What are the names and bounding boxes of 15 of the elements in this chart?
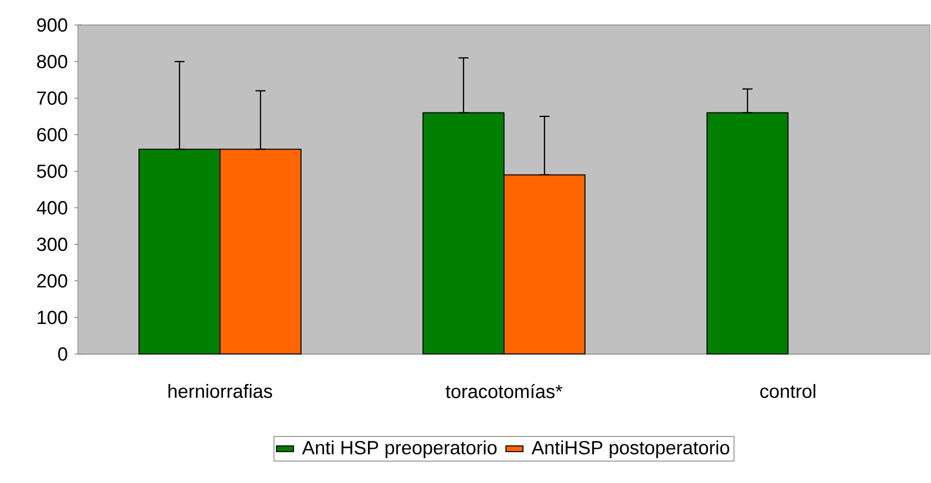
y-tick-label: 200 xyxy=(37,274,68,288)
y-tick-label: 400 xyxy=(36,201,68,215)
y-tick-label: 0 xyxy=(58,347,68,361)
legend-label: Anti HSP preoperatorio xyxy=(302,440,497,458)
y-tick-label: 700 xyxy=(37,91,68,105)
y-tick-label: 900 xyxy=(37,18,68,32)
y-tick-label: 100 xyxy=(38,310,68,324)
y-tick-label: 300 xyxy=(36,238,68,252)
x-tick-label: control xyxy=(760,384,816,398)
y-tick-label: 500 xyxy=(37,164,68,178)
y-tick-label: 600 xyxy=(37,128,68,142)
x-tick-label: herniorrafias xyxy=(168,384,272,398)
legend-label: AntiHSP postoperatorio xyxy=(532,440,730,458)
y-tick-label: 800 xyxy=(37,54,68,68)
x-tick-label: toracotomías* xyxy=(446,384,562,398)
